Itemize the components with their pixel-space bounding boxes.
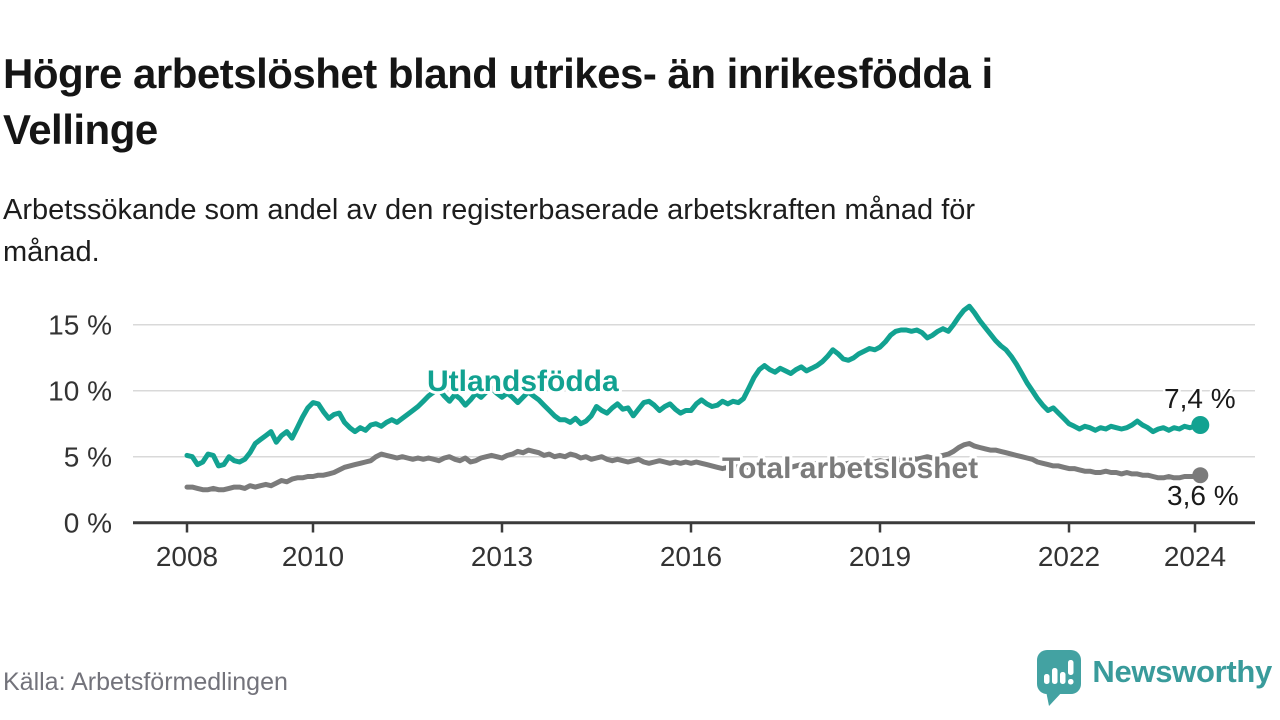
chart-subtitle-line2: månad. xyxy=(3,236,100,269)
x-tick-label-2013: 2013 xyxy=(471,541,533,572)
chart-title-line2: Vellinge xyxy=(3,106,158,154)
newsworthy-logo-icon xyxy=(1037,650,1082,706)
series-label-total: Total arbetslöshet xyxy=(722,452,978,485)
source-note: Källa: Arbetsförmedlingen xyxy=(3,668,288,696)
x-tick-label-2010: 2010 xyxy=(282,541,344,572)
x-tick-label-2016: 2016 xyxy=(660,541,722,572)
chart-subtitle: Arbetssökande som andel av den registerb… xyxy=(3,189,1223,273)
end-value-label-total: 3,6 % xyxy=(1167,480,1239,511)
gridlines xyxy=(133,323,1255,458)
x-tick-label-2019: 2019 xyxy=(849,541,911,572)
x-tick-label-2008: 2008 xyxy=(156,541,218,572)
chart-title: Högre arbetslöshet bland utrikes- än inr… xyxy=(3,46,1263,159)
x-axis-ticks xyxy=(185,524,1197,533)
series-label-utlandsfodda: Utlandsfödda xyxy=(427,365,619,398)
y-tick-label-10: 10 % xyxy=(48,376,112,407)
chart-subtitle-line1: Arbetssökande som andel av den registerb… xyxy=(3,194,976,226)
y-tick-label-15: 15 % xyxy=(48,310,112,341)
y-axis-labels: 0 % 5 % 10 % 15 % xyxy=(48,310,112,539)
foreign-end-dot xyxy=(1191,416,1210,434)
end-value-label-foreign: 7,4 % xyxy=(1164,383,1236,414)
newsworthy-brand: Newsworthy xyxy=(1036,646,1272,708)
total-end-dot xyxy=(1192,467,1209,484)
chart-title-line1: Högre arbetslöshet bland utrikes- än inr… xyxy=(3,50,993,98)
x-tick-label-2024: 2024 xyxy=(1164,541,1226,572)
total-unemployment-line xyxy=(184,441,1203,493)
y-tick-label-5: 5 % xyxy=(64,442,112,473)
x-axis-labels: 2008 2010 2013 2016 2019 2022 2024 xyxy=(156,541,1226,572)
y-tick-label-0: 0 % xyxy=(64,508,112,539)
x-tick-label-2022: 2022 xyxy=(1038,541,1100,572)
newsworthy-wordmark: Newsworthy xyxy=(1092,654,1272,689)
foreign-born-line xyxy=(184,303,1203,469)
